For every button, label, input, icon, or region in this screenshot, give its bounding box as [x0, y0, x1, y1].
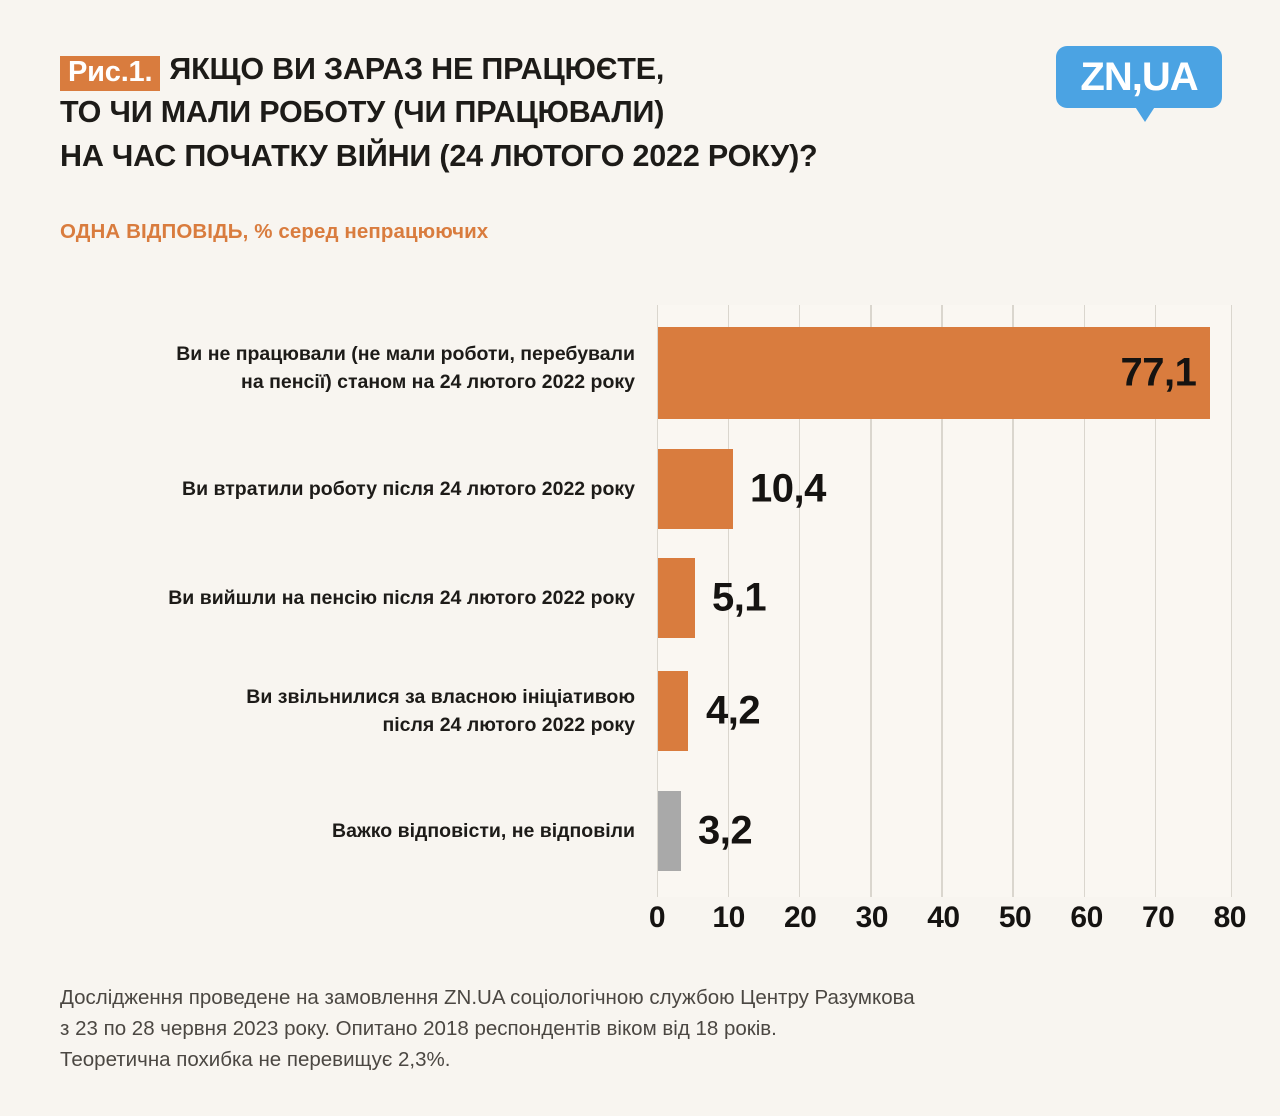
bar-row[interactable]: 10,4	[658, 449, 1231, 529]
header: Рис.1. ЯКЩО ВИ ЗАРАЗ НЕ ПРАЦЮЄТЕ, ТО ЧИ М…	[60, 48, 1220, 178]
gridline-20	[798, 305, 801, 897]
x-axis-tick: 80	[1213, 901, 1247, 934]
title-line-1: Рис.1. ЯКЩО ВИ ЗАРАЗ НЕ ПРАЦЮЄТЕ,	[60, 48, 1060, 91]
x-axis-tick: 20	[784, 901, 817, 934]
gridline-40	[941, 305, 943, 897]
x-axis-tick: 60	[1070, 901, 1103, 934]
gridline-60	[1083, 305, 1086, 897]
title-line-2: ТО ЧИ МАЛИ РОБОТУ (ЧИ ПРАЦЮВАЛИ)	[60, 95, 665, 130]
bar-row[interactable]: 4,2	[658, 671, 1231, 751]
category-label: Важко відповісти, не відповіли	[35, 818, 635, 846]
bar-value-label: 10,4	[750, 466, 826, 511]
gridline-30	[870, 305, 872, 897]
title-line-3: НА ЧАС ПОЧАТКУ ВІЙНИ (24 ЛЮТОГО 2022 РОК…	[60, 138, 818, 173]
x-axis-tick: 30	[855, 901, 889, 934]
bar-row[interactable]: 5,1	[658, 558, 1231, 638]
bar-value-label: 3,2	[698, 808, 753, 853]
logo-text: ZN,UA	[1080, 54, 1198, 99]
bar-value-label: 4,2	[706, 688, 761, 733]
plot-area: 77,1 10,4 5,1 4,2 3,2	[657, 305, 1232, 897]
bar-rows: 77,1 10,4 5,1 4,2 3,2	[658, 305, 1231, 897]
footnote: Дослідження проведене на замовлення ZN.U…	[60, 982, 1200, 1075]
chart-subtitle: ОДНА ВІДПОВІДЬ, % серед непрацюючих	[60, 220, 489, 243]
bar-segment[interactable]	[658, 449, 733, 529]
page-title: Рис.1. ЯКЩО ВИ ЗАРАЗ НЕ ПРАЦЮЄТЕ, ТО ЧИ М…	[60, 48, 1060, 178]
x-axis-tick: 50	[998, 901, 1032, 934]
x-axis-tick: 10	[712, 901, 745, 934]
logo-bubble-tail-icon	[1132, 102, 1158, 122]
x-axis-tick: 0	[648, 901, 666, 934]
x-axis-tick: 70	[1142, 901, 1175, 934]
x-axis: 0 10 20 30 40 50 60 70 80	[649, 901, 1247, 947]
category-label-line: Ви вийшли на пенсію після 24 лютого 2022…	[168, 587, 635, 609]
bar-segment[interactable]	[658, 791, 681, 871]
category-label-line: Важко відповісти, не відповіли	[332, 820, 635, 842]
x-axis-tick: 40	[927, 901, 960, 934]
footnote-line: Дослідження проведене на замовлення ZN.U…	[60, 986, 915, 1009]
figure-number-badge: Рис.1.	[60, 56, 161, 91]
bar-segment[interactable]: 77,1	[658, 327, 1211, 419]
category-label: Ви звільнилися за власною ініціативою пі…	[35, 684, 635, 739]
title-text-1: ЯКЩО ВИ ЗАРАЗ НЕ ПРАЦЮЄТЕ,	[169, 52, 665, 86]
category-label-line: після 24 лютого 2022 року	[382, 713, 635, 736]
bar-segment[interactable]	[658, 671, 689, 751]
bar-value-label: 77,1	[1120, 350, 1197, 395]
category-label-line: Ви втратили роботу після 24 лютого 2022 …	[182, 478, 635, 500]
bar-value-label: 5,1	[712, 575, 767, 620]
bar-segment[interactable]	[658, 558, 695, 638]
footnote-line: Теоретична похибка не перевищує 2,3%.	[60, 1048, 451, 1072]
category-label-line: Ви не працювали (не мали роботи, перебув…	[176, 343, 635, 365]
category-label-line: на пенсії) станом на 24 лютого 2022 року	[241, 370, 635, 393]
bar-chart: 77,1 10,4 5,1 4,2 3,2	[60, 305, 1246, 934]
zn-ua-logo[interactable]: ZN,UA	[1056, 46, 1222, 122]
bar-row[interactable]: 3,2	[658, 791, 1231, 871]
bar-row[interactable]: 77,1	[658, 327, 1231, 419]
category-label: Ви не працювали (не мали роботи, перебув…	[35, 341, 635, 396]
footnote-line: з 23 по 28 червня 2023 року. Опитано 201…	[60, 1017, 777, 1041]
category-label: Ви вийшли на пенсію після 24 лютого 2022…	[35, 585, 635, 613]
gridline-50	[1012, 305, 1014, 897]
logo-bubble-shape	[1056, 46, 1222, 108]
category-label: Ви втратили роботу після 24 лютого 2022 …	[35, 476, 635, 504]
category-label-line: Ви звільнилися за власною ініціативою	[246, 686, 635, 708]
gridline-70	[1154, 305, 1157, 897]
gridline-10	[727, 305, 730, 897]
